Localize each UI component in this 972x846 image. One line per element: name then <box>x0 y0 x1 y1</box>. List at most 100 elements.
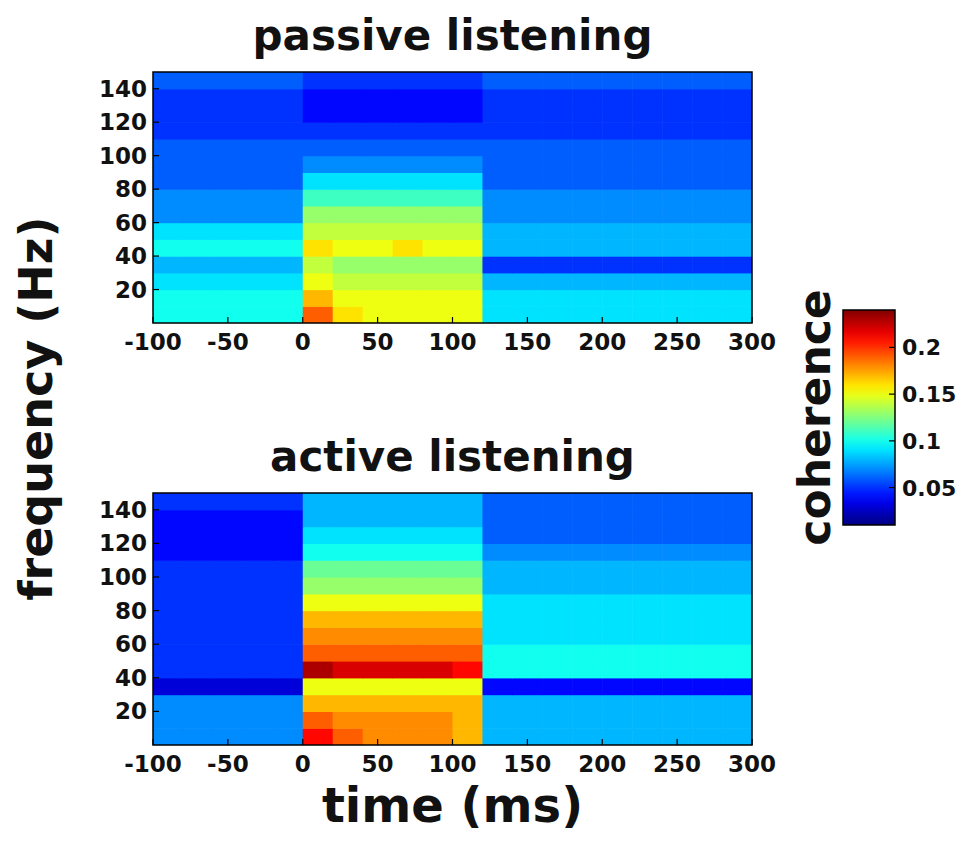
cell <box>183 644 214 661</box>
cell <box>602 306 633 323</box>
cell <box>183 139 214 156</box>
cell <box>333 644 364 661</box>
cell <box>243 661 274 678</box>
cell <box>512 89 543 106</box>
cell <box>722 105 752 122</box>
cell <box>692 728 723 745</box>
cell <box>602 89 633 106</box>
cell <box>572 510 603 527</box>
cell <box>423 172 454 189</box>
cell <box>602 661 633 678</box>
cell <box>512 72 543 89</box>
cell <box>153 89 184 106</box>
cell <box>572 189 603 206</box>
cell <box>393 527 424 544</box>
cell <box>393 273 424 290</box>
cell <box>243 290 274 307</box>
cell <box>692 306 723 323</box>
colorbar-tick-label: 0.1 <box>902 429 941 454</box>
cell <box>273 644 304 661</box>
cell <box>542 728 573 745</box>
cell <box>363 72 394 89</box>
panel-title: passive listening <box>253 11 653 60</box>
cell <box>662 543 693 560</box>
cell <box>183 72 214 89</box>
cell <box>423 577 454 594</box>
cell <box>363 543 394 560</box>
cell <box>482 728 513 745</box>
cell <box>542 627 573 644</box>
cell <box>153 627 184 644</box>
y-tick-label: 60 <box>115 210 147 236</box>
cell <box>692 72 723 89</box>
cell <box>213 661 244 678</box>
cell <box>632 189 663 206</box>
cell <box>572 256 603 273</box>
cell <box>393 728 424 745</box>
cell <box>423 290 454 307</box>
cell <box>692 644 723 661</box>
cell <box>423 627 454 644</box>
cell <box>453 139 484 156</box>
cell <box>602 594 633 611</box>
cell <box>453 543 484 560</box>
cell <box>572 627 603 644</box>
cell <box>423 510 454 527</box>
x-tick <box>751 739 752 745</box>
y-axis-title: frequency (Hz) <box>9 216 63 600</box>
colorbar-tick-label: 0.15 <box>902 382 956 407</box>
cell <box>213 577 244 594</box>
cell <box>183 493 214 510</box>
cell <box>213 728 244 745</box>
cell <box>183 256 214 273</box>
y-tick-label: 80 <box>115 176 147 202</box>
x-tick <box>152 739 153 745</box>
cell <box>213 290 244 307</box>
cell <box>542 256 573 273</box>
cell <box>303 627 334 644</box>
cell <box>632 510 663 527</box>
cell <box>333 661 364 678</box>
cell <box>393 711 424 728</box>
cell <box>662 156 693 173</box>
cell <box>482 223 513 240</box>
cell <box>273 72 304 89</box>
y-tick <box>153 155 159 156</box>
cell <box>602 256 633 273</box>
x-tick <box>302 317 303 323</box>
cell <box>662 306 693 323</box>
plot-frame <box>153 72 752 323</box>
cell <box>423 156 454 173</box>
cell <box>273 728 304 745</box>
cell <box>303 290 334 307</box>
cell <box>662 661 693 678</box>
cell <box>662 189 693 206</box>
cell <box>243 543 274 560</box>
cell <box>303 156 334 173</box>
cell <box>153 72 184 89</box>
cell <box>303 273 334 290</box>
cell <box>722 122 752 139</box>
cell <box>243 122 274 139</box>
cell <box>183 239 214 256</box>
cell <box>512 510 543 527</box>
cell <box>453 239 484 256</box>
cell <box>572 105 603 122</box>
cell <box>333 510 364 527</box>
cell <box>692 611 723 628</box>
x-tick-label: 150 <box>503 329 551 355</box>
cell <box>183 577 214 594</box>
cell <box>273 105 304 122</box>
cell <box>393 611 424 628</box>
cell <box>572 172 603 189</box>
cell <box>303 594 334 611</box>
cell <box>632 627 663 644</box>
cell <box>423 678 454 695</box>
x-tick-label: 100 <box>428 751 476 777</box>
cell <box>303 493 334 510</box>
cell <box>273 695 304 712</box>
cell <box>213 510 244 527</box>
cell <box>572 122 603 139</box>
y-tick-label: 140 <box>99 497 147 523</box>
cell <box>722 206 752 223</box>
